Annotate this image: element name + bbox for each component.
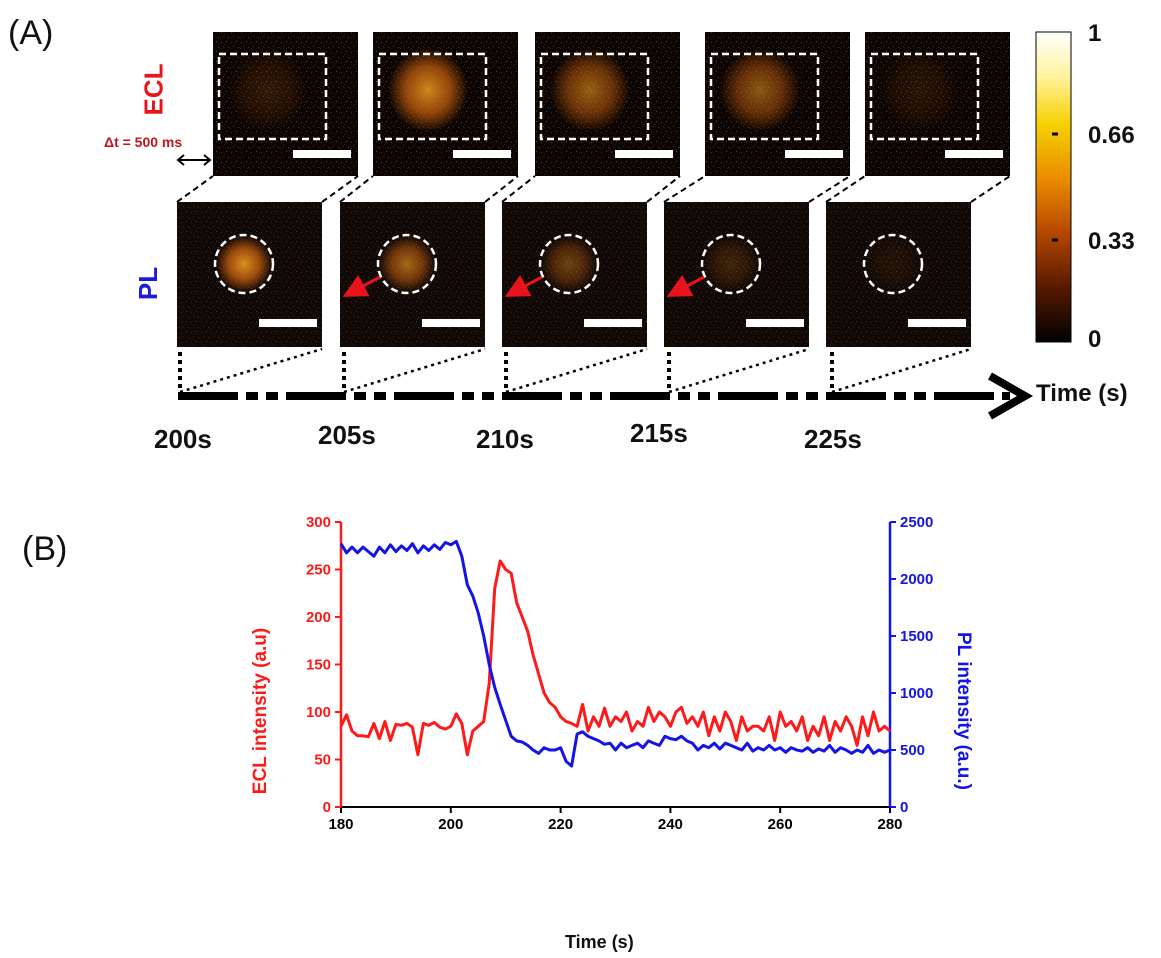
- time-point-205: 205s: [318, 420, 376, 450]
- panel-a-figure: [176, 31, 1072, 420]
- ecl-roi-box-1: [377, 52, 488, 141]
- time-axis: [178, 372, 1034, 420]
- time-point-225: 225s: [804, 424, 862, 454]
- pl-drift-arrow-3: [666, 274, 705, 297]
- ecl-roi-box-2: [539, 52, 650, 141]
- colorbar-tick-0: 0: [1088, 326, 1102, 353]
- pl-drift-arrow-2: [504, 274, 543, 297]
- colorbar-tick-066: 0.66: [1088, 122, 1135, 149]
- ecl-emission-4: [880, 48, 960, 132]
- y-left-tick-label: 150: [306, 657, 331, 674]
- line-chart: 180 200 220 240 260 2800501001502002503000500…: [306, 514, 933, 833]
- y-axis-right-title: PL intensity (a.u.): [953, 631, 975, 791]
- y-left-tick-label: 100: [306, 704, 331, 721]
- y-left-tick-label: 200: [306, 609, 331, 626]
- y-left-tick-label: 0: [323, 799, 331, 816]
- pl-scalebar-2: [584, 319, 642, 327]
- x-axis-title: Time (s): [565, 932, 634, 952]
- delta-t-arrow: [176, 154, 212, 166]
- pl-scalebar-0: [259, 319, 317, 327]
- pl-emission-3: [703, 236, 759, 292]
- delta-t-label: Δt = 500 ms: [104, 134, 183, 150]
- ecl-roi-box-4: [869, 52, 980, 141]
- ecl-emission-1: [388, 48, 468, 132]
- y-axis-left-title: ECL intensity (a.u): [250, 627, 272, 795]
- colorbar: [1035, 31, 1072, 343]
- pl-roi-circle-0: [213, 233, 275, 295]
- pl-drift-arrow-1: [342, 274, 381, 297]
- panel-a-label: (A): [8, 14, 54, 52]
- y-left-tick-label: 50: [314, 752, 331, 769]
- pl-intensity-series: [339, 539, 891, 768]
- pl-emission-2: [541, 236, 597, 292]
- time-axis-label: Time (s): [1036, 380, 1128, 407]
- y-left-tick-label: 250: [306, 562, 331, 579]
- ecl-roi-box-0: [217, 52, 328, 141]
- x-tick-label: 280: [877, 816, 902, 833]
- y-right-tick-label: 1000: [900, 685, 933, 702]
- x-tick-label: 180: [328, 816, 353, 833]
- colorbar-tick-1: 1: [1088, 20, 1102, 47]
- ecl-scalebar-2: [615, 150, 673, 158]
- y-right-tick-label: 2500: [900, 514, 933, 531]
- y-left-tick-label: 300: [306, 514, 331, 531]
- ecl-emission-0: [228, 48, 308, 132]
- y-right-tick-label: 1500: [900, 628, 933, 645]
- colorbar-tick-033: 0.33: [1088, 228, 1135, 255]
- x-tick-label: 260: [768, 816, 793, 833]
- ecl-intensity-series: [339, 559, 891, 757]
- pl-roi-circle-3: [700, 233, 762, 295]
- pl-scalebar-4: [908, 319, 966, 327]
- pl-scalebar-3: [746, 319, 804, 327]
- ecl-scalebar-4: [945, 150, 1003, 158]
- pl-roi-circle-4: [862, 233, 924, 295]
- pl-roi-circle-2: [538, 233, 600, 295]
- pl-roi-circle-1: [376, 233, 438, 295]
- time-point-200: 200s: [154, 424, 212, 454]
- time-point-210: 210s: [476, 424, 534, 454]
- panel-b-label: (B): [22, 530, 68, 568]
- pl-emission-0: [216, 236, 272, 292]
- y-right-tick-label: 2000: [900, 571, 933, 588]
- pl-scalebar-1: [422, 319, 480, 327]
- y-right-tick-label: 500: [900, 742, 925, 759]
- ecl-scalebar-1: [453, 150, 511, 158]
- pl-emission-4: [865, 236, 921, 292]
- ecl-roi-box-3: [709, 52, 820, 141]
- x-tick-label: 220: [548, 816, 573, 833]
- y-right-tick-label: 0: [900, 799, 908, 816]
- ecl-scalebar-0: [293, 150, 351, 158]
- time-point-215: 215s: [630, 418, 688, 448]
- pl-emission-1: [379, 236, 435, 292]
- x-tick-label: 200: [438, 816, 463, 833]
- x-tick-label: 240: [658, 816, 683, 833]
- ecl-scalebar-3: [785, 150, 843, 158]
- ecl-emission-3: [720, 48, 800, 132]
- ecl-emission-2: [550, 48, 630, 132]
